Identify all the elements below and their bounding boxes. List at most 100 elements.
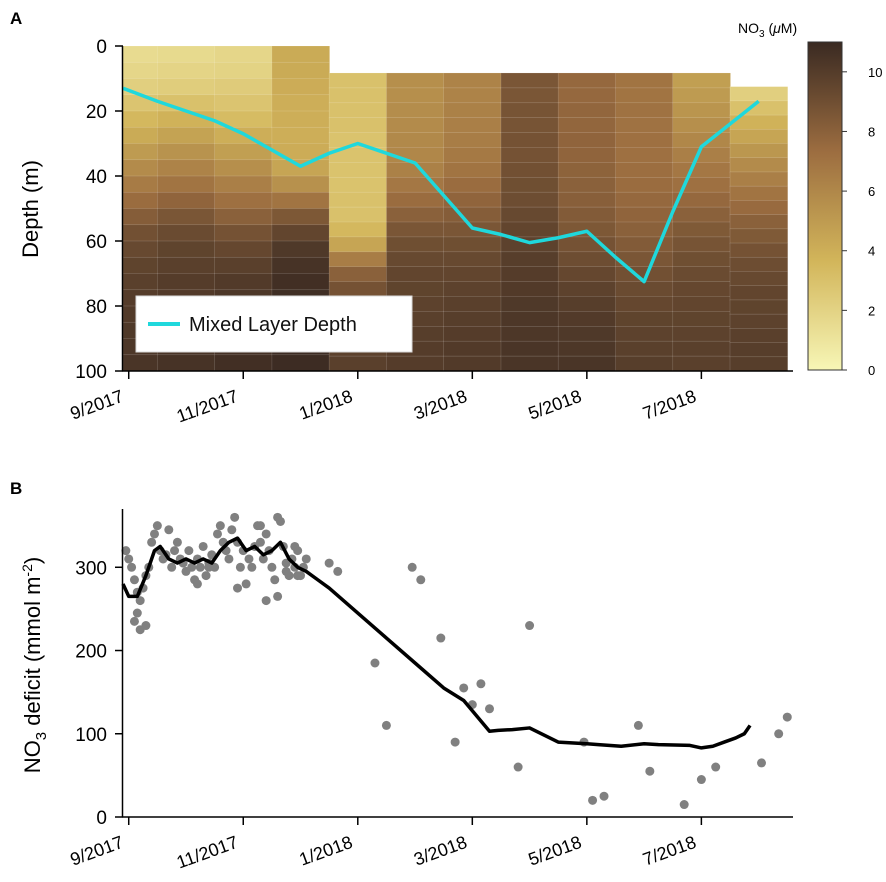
heatmap-cell — [386, 206, 445, 223]
heatmap-cell — [557, 147, 617, 163]
heatmap-cell — [615, 147, 674, 163]
heatmap-cell — [500, 72, 560, 89]
heatmap-cell — [443, 281, 502, 298]
heatmap-cell — [672, 355, 731, 371]
heatmap-cell — [500, 311, 560, 327]
heatmap-cell — [557, 162, 617, 178]
heatmap-cell — [271, 110, 330, 128]
heatmap-cell — [123, 159, 159, 177]
heatmap-cell — [214, 46, 273, 63]
heatmap-cell — [157, 354, 216, 371]
heatmap-cell — [123, 94, 159, 112]
deficit-points — [121, 512, 792, 810]
deficit-point — [301, 554, 311, 564]
deficit-point — [450, 737, 460, 747]
heatmap-cell — [672, 162, 731, 178]
panel-a-ytick-label: 40 — [86, 167, 107, 188]
heatmap-cell — [729, 143, 789, 159]
heatmap-cell — [328, 102, 388, 119]
heatmap-cell — [157, 143, 216, 161]
deficit-point — [476, 679, 486, 689]
deficit-point — [195, 562, 205, 572]
heatmap-cell — [500, 355, 560, 371]
heatmap-cell — [271, 126, 330, 145]
heatmap-cell — [500, 117, 560, 134]
deficit-point — [255, 521, 265, 531]
panel-b-xtick-label: 9/2017 — [68, 832, 127, 870]
deficit-point — [416, 575, 426, 585]
heatmap-cell — [615, 87, 674, 104]
deficit-point — [273, 591, 283, 601]
heatmap-cell — [328, 236, 388, 253]
heatmap-cell — [386, 251, 445, 268]
heatmap-cell — [729, 128, 789, 145]
heatmap-cell — [729, 285, 789, 301]
deficit-point — [381, 720, 391, 730]
colorbar-gradient — [807, 41, 843, 371]
heatmap-cell — [500, 325, 560, 342]
heatmap-cell — [443, 311, 502, 327]
heatmap-cell — [500, 221, 560, 238]
panel-a-xtick-label: 7/2018 — [640, 386, 699, 424]
heatmap-cell — [729, 171, 789, 187]
heatmap-cell — [615, 102, 674, 119]
heatmap-cell — [271, 78, 330, 96]
panel-a-xtick-label: 3/2018 — [411, 386, 470, 424]
deficit-point — [127, 562, 137, 572]
heatmap-cell — [557, 251, 617, 268]
heatmap-cell — [729, 299, 789, 315]
deficit-point — [247, 562, 257, 572]
heatmap-cell — [123, 126, 159, 145]
heatmap-cell — [271, 159, 330, 177]
deficit-point — [774, 729, 784, 739]
heatmap-cell — [443, 117, 502, 134]
heatmap-cell — [672, 340, 731, 357]
heatmap-cell — [443, 206, 502, 223]
heatmap-cell — [500, 266, 560, 283]
legend-box — [135, 295, 413, 353]
heatmap-cell — [123, 110, 159, 128]
heatmap-cell — [443, 340, 502, 357]
heatmap-cell — [271, 256, 330, 275]
heatmap-cell — [557, 132, 617, 149]
heatmap-cell — [672, 266, 731, 283]
heatmap-cell — [500, 191, 560, 208]
heatmap-cell — [557, 191, 617, 208]
deficit-point — [436, 633, 446, 643]
colorbar-ticks: 0 2 4 6 8 10 — [842, 65, 882, 378]
heatmap-cell — [386, 191, 445, 208]
deficit-point — [204, 562, 214, 572]
heatmap-cell — [615, 281, 674, 298]
panel-a-ytick-label: 20 — [86, 102, 107, 123]
heatmap-cell — [443, 236, 502, 253]
deficit-point — [141, 621, 151, 631]
heatmap-cell — [157, 191, 216, 210]
heatmap-cell — [386, 281, 445, 298]
deficit-point — [525, 621, 535, 631]
deficit-point — [645, 766, 655, 776]
heatmap-cell — [557, 296, 617, 312]
heatmap-cell — [328, 251, 388, 268]
panel-a-xtick-label: 9/2017 — [68, 386, 127, 424]
panel-b-xtick-label: 7/2018 — [640, 832, 699, 870]
deficit-point — [244, 554, 254, 564]
heatmap-cell — [328, 132, 388, 149]
panel-b-ylabel: NO3 deficit (mmol m-2) — [19, 557, 50, 773]
heatmap-cell — [443, 296, 502, 312]
deficit-point — [149, 529, 159, 539]
heatmap-cell — [328, 206, 388, 223]
heatmap-cell — [729, 214, 789, 230]
heatmap-cell — [443, 325, 502, 342]
panel-b-ytick-label: 100 — [75, 725, 107, 746]
heatmap-cell — [443, 266, 502, 283]
panel-a-ylabel: Depth (m) — [18, 160, 43, 258]
deficit-point — [782, 712, 792, 722]
heatmap-cell — [615, 117, 674, 134]
heatmap-cell — [123, 175, 159, 193]
deficit-point — [370, 658, 380, 668]
deficit-point — [261, 596, 271, 606]
deficit-point — [261, 529, 271, 539]
heatmap-cell — [500, 132, 560, 149]
heatmap-cell — [729, 313, 789, 329]
deficit-point — [167, 562, 177, 572]
